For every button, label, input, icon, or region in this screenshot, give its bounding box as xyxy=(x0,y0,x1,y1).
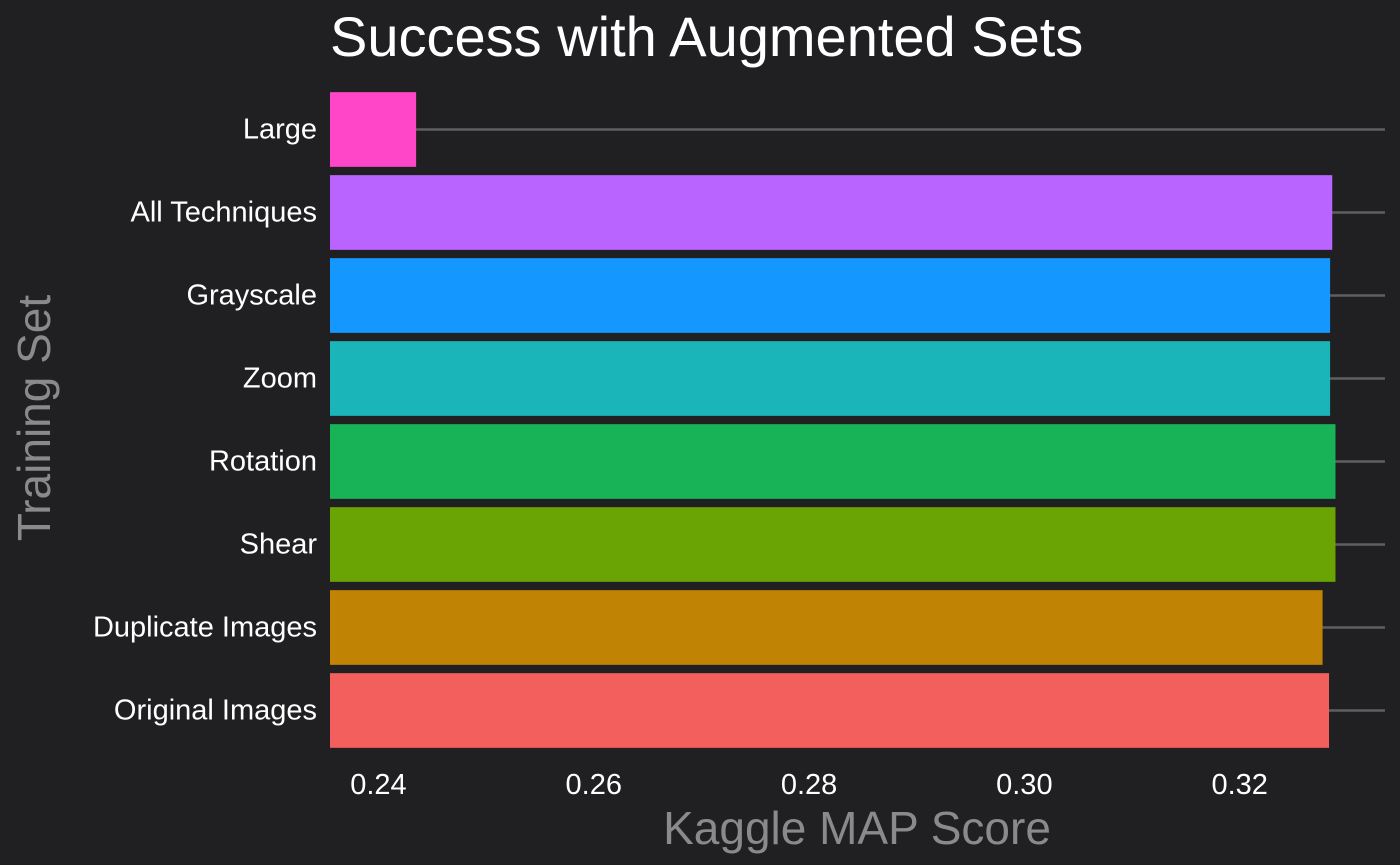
x-tick-label: 0.24 xyxy=(350,769,406,801)
y-axis-tick-labels: Original Images Duplicate Images Shear Rota… xyxy=(93,114,317,727)
bar-large xyxy=(330,92,417,167)
x-tick-label: 0.28 xyxy=(781,769,837,801)
bars xyxy=(330,92,1336,748)
x-axis-title: Kaggle MAP Score xyxy=(663,802,1051,854)
bar-all-techniques xyxy=(330,175,1333,250)
y-tick-label-rotation: Rotation xyxy=(209,446,317,478)
y-tick-label-zoom: Zoom xyxy=(243,363,317,395)
bar-zoom xyxy=(330,341,1331,416)
chart-title: Success with Augmented Sets xyxy=(330,5,1083,68)
y-axis-title: Training Set xyxy=(8,295,60,542)
bar-original-images xyxy=(330,673,1330,748)
bar-shear xyxy=(330,507,1336,582)
bar-grayscale xyxy=(330,258,1331,333)
bar-duplicate-images xyxy=(330,590,1323,665)
y-tick-label-original-images: Original Images xyxy=(114,695,317,727)
y-tick-label-duplicate-images: Duplicate Images xyxy=(93,612,317,644)
y-tick-label-large: Large xyxy=(243,114,317,146)
x-axis-tick-labels: 0.24 0.26 0.28 0.30 0.32 xyxy=(350,769,1268,801)
y-tick-label-shear: Shear xyxy=(240,529,318,561)
x-tick-label: 0.26 xyxy=(566,769,622,801)
bar-rotation xyxy=(330,424,1336,499)
x-tick-label: 0.30 xyxy=(996,769,1052,801)
y-tick-label-all-techniques: All Techniques xyxy=(131,197,317,229)
x-tick-label: 0.32 xyxy=(1211,769,1267,801)
y-tick-label-grayscale: Grayscale xyxy=(186,280,317,312)
